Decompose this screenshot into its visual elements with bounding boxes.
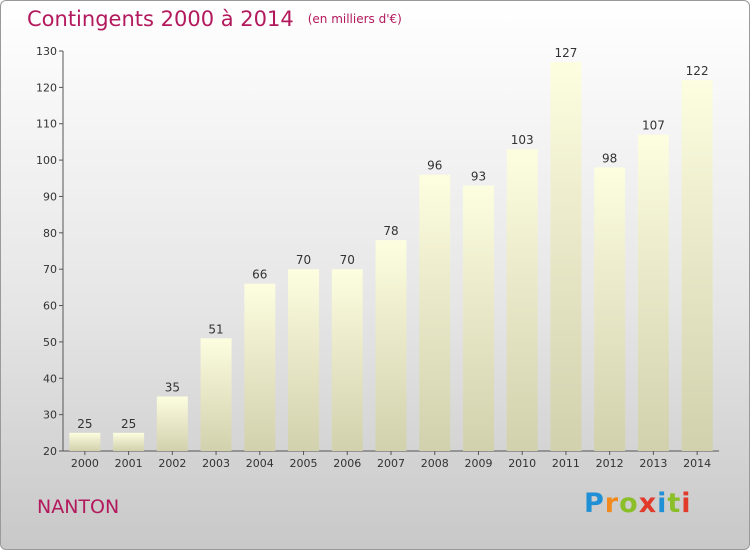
logo-letter: r <box>604 488 620 519</box>
bar-2014 <box>681 80 713 451</box>
value-label-2006: 70 <box>340 253 355 267</box>
value-label-2014: 122 <box>686 64 709 78</box>
y-tick-label: 50 <box>43 336 57 349</box>
title-text: Contingents 2000 à 2014 <box>27 7 294 31</box>
x-tick-label-2010: 2010 <box>508 457 536 470</box>
value-label-2009: 93 <box>471 170 486 184</box>
x-tick-label-2001: 2001 <box>115 457 143 470</box>
place-name: NANTON <box>37 496 120 518</box>
bar-2005 <box>288 269 320 451</box>
x-tick-label-2004: 2004 <box>246 457 274 470</box>
y-tick-label: 90 <box>43 190 57 203</box>
proxiti-logo[interactable]: Proxiti <box>584 488 692 519</box>
y-tick-label: 70 <box>43 263 57 276</box>
value-label-2001: 25 <box>121 417 136 431</box>
unit-text: (en milliers d'€) <box>307 12 402 26</box>
bar-2007 <box>375 240 407 451</box>
y-tick-label: 40 <box>43 372 57 385</box>
bar-2009 <box>462 185 494 451</box>
bar-2004 <box>244 283 276 451</box>
x-tick-label-2008: 2008 <box>421 457 449 470</box>
bar-2000 <box>69 432 101 451</box>
x-tick-label-2002: 2002 <box>158 457 186 470</box>
bar-2012 <box>594 167 626 451</box>
x-tick-label-2003: 2003 <box>202 457 230 470</box>
logo-letter: x <box>638 488 658 519</box>
value-label-2013: 107 <box>642 119 665 133</box>
bar-2008 <box>419 174 451 452</box>
y-tick-label: 110 <box>36 118 57 131</box>
x-tick-label-2011: 2011 <box>552 457 580 470</box>
logo-letter: o <box>619 488 639 519</box>
value-label-2000: 25 <box>77 417 92 431</box>
x-tick-label-2013: 2013 <box>639 457 667 470</box>
x-tick-label-2000: 2000 <box>71 457 99 470</box>
bar-2010 <box>506 149 538 451</box>
y-tick-label: 30 <box>43 409 57 422</box>
chart-bars: 25 25 35 51 66 70 70 78 96 93 103 127 98 107 122 <box>69 46 713 452</box>
x-tick-label-2014: 2014 <box>683 457 711 470</box>
logo-letter: i <box>681 488 692 519</box>
x-tick-label-2009: 2009 <box>464 457 492 470</box>
y-tick-label: 20 <box>43 445 57 458</box>
value-label-2010: 103 <box>511 133 534 147</box>
x-tick-label-2007: 2007 <box>377 457 405 470</box>
logo-letter: i <box>657 488 668 519</box>
y-tick-label: 60 <box>43 300 57 313</box>
bar-2003 <box>200 338 232 451</box>
bar-2013 <box>637 134 669 452</box>
bar-2011 <box>550 61 582 452</box>
y-tick-label: 100 <box>36 154 57 167</box>
logo-letter: P <box>584 488 605 519</box>
value-label-2008: 96 <box>427 159 442 173</box>
logo-letter: t <box>667 488 682 519</box>
x-tick-label-2012: 2012 <box>596 457 624 470</box>
bar-2002 <box>156 396 188 451</box>
x-tick-label-2006: 2006 <box>333 457 361 470</box>
value-label-2012: 98 <box>602 151 617 165</box>
value-label-2007: 78 <box>383 224 398 238</box>
bar-2001 <box>113 432 145 451</box>
y-tick-label: 80 <box>43 227 57 240</box>
value-label-2004: 66 <box>252 268 267 282</box>
value-label-2003: 51 <box>208 322 223 336</box>
x-tick-label-2005: 2005 <box>290 457 318 470</box>
y-tick-label: 130 <box>36 45 57 58</box>
y-tick-label: 120 <box>36 81 57 94</box>
value-label-2005: 70 <box>296 253 311 267</box>
chart-title: Contingents 2000 à 2014 (en milliers d'€) <box>27 7 402 31</box>
bar-2006 <box>331 269 363 451</box>
value-label-2002: 35 <box>165 380 180 394</box>
chart-axes: 20 30 40 50 60 70 80 90 100 110 120 130 2000 2001 2002… <box>36 45 719 470</box>
value-label-2011: 127 <box>554 46 577 60</box>
